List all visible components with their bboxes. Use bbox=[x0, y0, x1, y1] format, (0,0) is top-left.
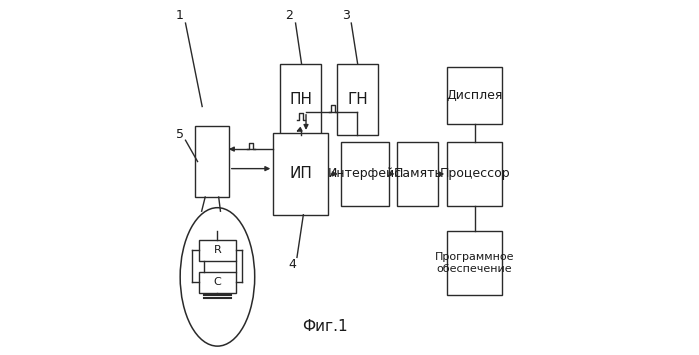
Text: ПН: ПН bbox=[289, 92, 312, 107]
Text: 4: 4 bbox=[289, 258, 296, 271]
Ellipse shape bbox=[180, 208, 254, 346]
FancyBboxPatch shape bbox=[447, 231, 502, 295]
Text: 3: 3 bbox=[342, 10, 350, 22]
FancyBboxPatch shape bbox=[340, 142, 389, 206]
FancyBboxPatch shape bbox=[398, 142, 438, 206]
Text: C: C bbox=[213, 277, 221, 287]
FancyBboxPatch shape bbox=[273, 133, 329, 215]
Text: ГН: ГН bbox=[347, 92, 368, 107]
FancyBboxPatch shape bbox=[195, 126, 229, 197]
Text: R: R bbox=[213, 245, 221, 255]
Text: 2: 2 bbox=[285, 10, 293, 22]
FancyBboxPatch shape bbox=[199, 272, 236, 293]
FancyBboxPatch shape bbox=[447, 142, 502, 206]
FancyBboxPatch shape bbox=[447, 67, 502, 124]
Text: Фиг.1: Фиг.1 bbox=[302, 319, 347, 334]
FancyBboxPatch shape bbox=[337, 64, 378, 135]
Text: Дисплея: Дисплея bbox=[447, 89, 503, 102]
Text: Память: Память bbox=[394, 168, 442, 180]
FancyBboxPatch shape bbox=[199, 240, 236, 261]
Text: ИП: ИП bbox=[289, 166, 312, 181]
Text: Интерфейс: Интерфейс bbox=[328, 168, 402, 180]
Text: 1: 1 bbox=[176, 10, 184, 22]
Text: Процессор: Процессор bbox=[440, 168, 510, 180]
Text: Программное
обеспечение: Программное обеспечение bbox=[435, 252, 514, 273]
Text: 5: 5 bbox=[176, 129, 184, 141]
FancyBboxPatch shape bbox=[280, 64, 321, 135]
